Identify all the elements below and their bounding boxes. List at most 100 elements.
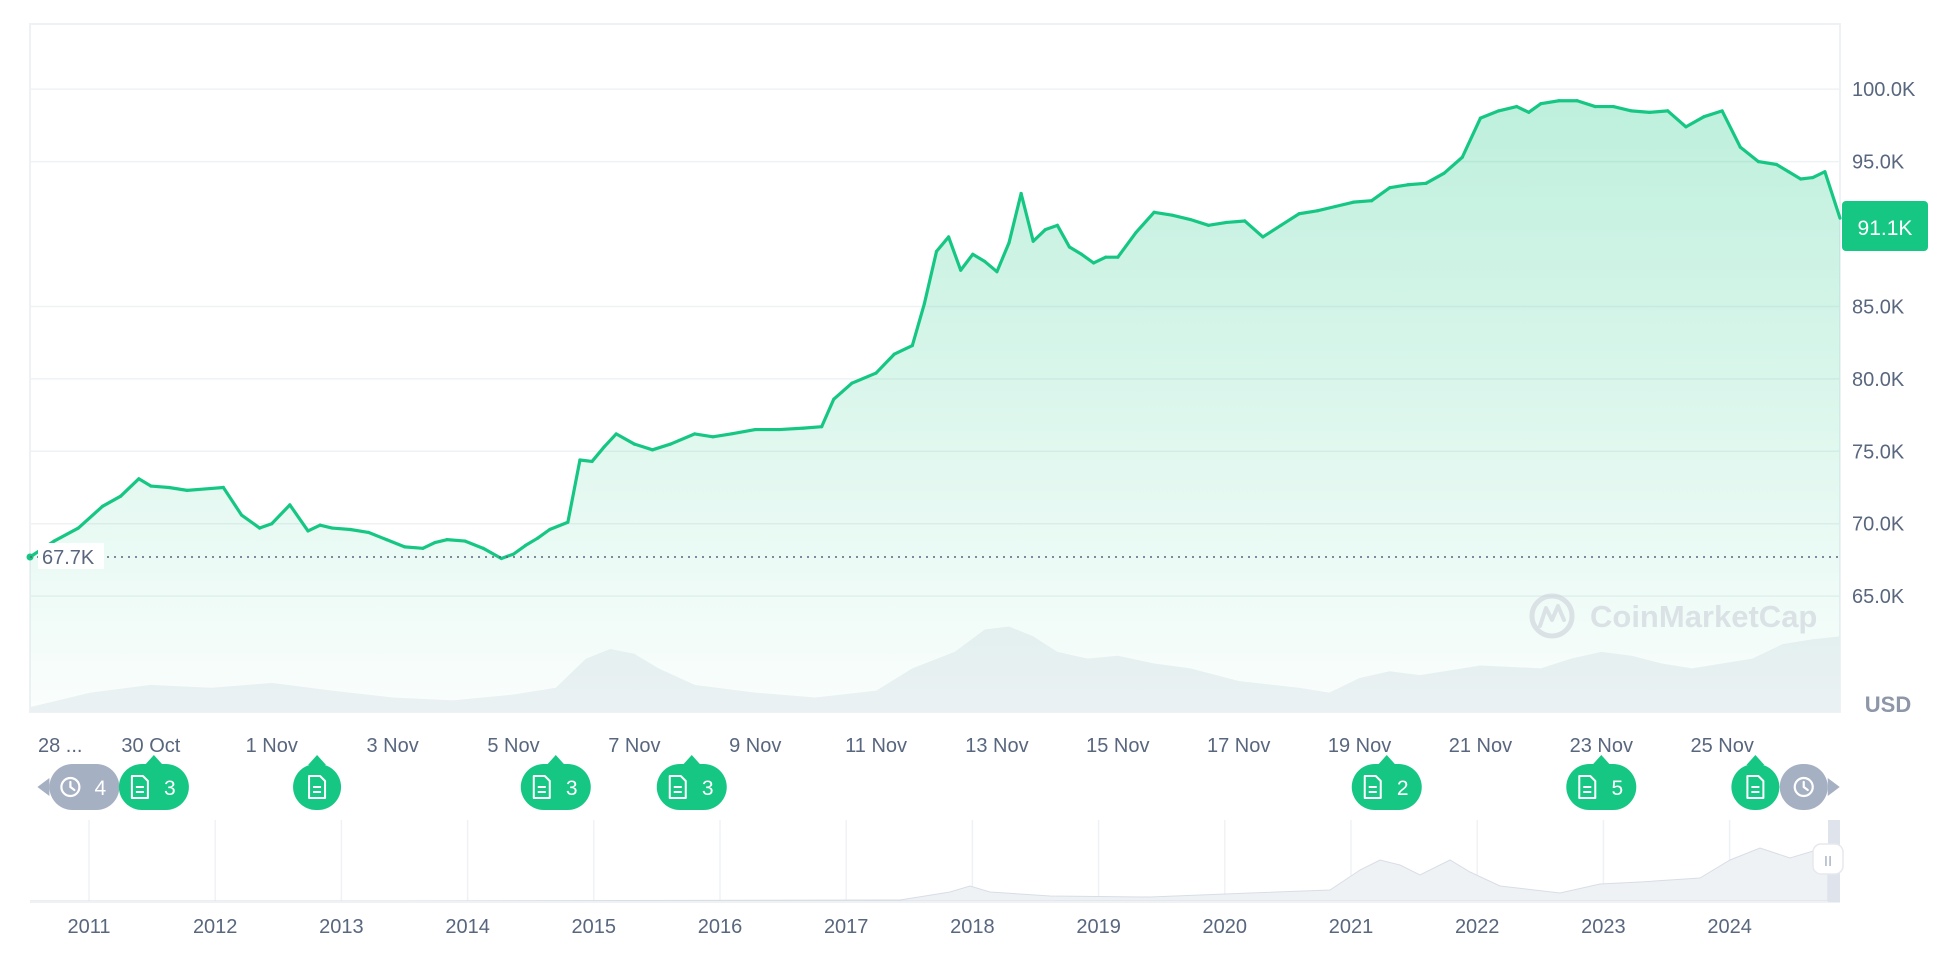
- event-marker-pointer: [1827, 778, 1840, 796]
- navigator-year-label: 2014: [445, 916, 490, 938]
- price-line-segment: [1774, 162, 1791, 174]
- x-tick-label: 9 Nov: [729, 735, 781, 757]
- price-line-segment: [650, 442, 673, 452]
- document-icon-outline: [308, 775, 327, 799]
- event-count-label: 3: [702, 777, 714, 800]
- price-line-segment: [1261, 223, 1283, 239]
- history-event-marker[interactable]: [1779, 764, 1840, 810]
- price-line-segment: [971, 252, 987, 264]
- price-line-segment: [1116, 230, 1138, 259]
- price-line-segment: [1478, 109, 1501, 120]
- price-line-segment: [777, 426, 806, 432]
- price-line-segment: [1370, 186, 1392, 203]
- navigator-handle[interactable]: II: [1812, 843, 1844, 875]
- watermark-text: CoinMarketCap: [1590, 599, 1817, 634]
- price-line-segment: [1442, 155, 1464, 175]
- price-line-segment: [100, 494, 123, 508]
- event-marker-pill: [118, 764, 189, 810]
- event-count-label: 4: [95, 777, 107, 800]
- navigator-year-label: 2022: [1455, 916, 1500, 938]
- price-line-segment: [1152, 210, 1174, 217]
- x-tick-label: 1 Nov: [246, 735, 298, 757]
- price-line-segment: [590, 445, 606, 464]
- price-line-segment: [1702, 109, 1724, 119]
- price-line-segment: [934, 235, 951, 254]
- price-line-segment: [1629, 109, 1652, 114]
- history-icon: [60, 776, 81, 798]
- event-marker-pill: [49, 764, 120, 810]
- price-line-segment: [1527, 102, 1543, 114]
- news-event-marker[interactable]: 5: [1566, 755, 1637, 810]
- price-line-segment: [850, 371, 878, 385]
- navigator-year-label: 2023: [1581, 916, 1626, 938]
- x-tick-label: 17 Nov: [1207, 735, 1270, 757]
- coinmarketcap-logo-icon: [1529, 593, 1575, 639]
- news-event-marker[interactable]: [1731, 755, 1780, 810]
- price-line-segment: [874, 352, 896, 375]
- price-line-segment: [384, 538, 407, 549]
- x-tick-label: 5 Nov: [487, 735, 539, 757]
- document-icon: [668, 775, 687, 799]
- x-tick-label: 3 Nov: [366, 735, 418, 757]
- price-line-segment: [1539, 99, 1561, 106]
- event-count-label: 3: [566, 777, 578, 800]
- news-event-marker[interactable]: 3: [520, 755, 591, 810]
- price-line-segment: [832, 381, 854, 401]
- x-tick-label: 19 Nov: [1328, 735, 1391, 757]
- price-line-segment: [693, 432, 715, 439]
- price-line-segment: [1811, 170, 1827, 180]
- document-icon: [1363, 775, 1382, 799]
- price-line-segment: [421, 540, 437, 550]
- price-line-segment: [52, 526, 80, 543]
- document-icon-outline: [130, 775, 149, 799]
- news-event-marker[interactable]: [293, 755, 342, 810]
- x-tick-label: 11 Nov: [845, 735, 907, 757]
- y-axis: 100.0K 95.0K 85.0K 80.0K 75.0K 70.0K 65.0K: [1852, 79, 1916, 608]
- price-line-segment: [1067, 245, 1084, 256]
- price-line-segment: [602, 432, 618, 449]
- document-icon: [532, 775, 551, 799]
- event-marker-pill: [656, 764, 727, 810]
- price-line-segment: [729, 427, 757, 436]
- y-tick-label: 75.0K: [1852, 441, 1905, 463]
- news-event-marker[interactable]: 3: [656, 755, 727, 810]
- price-line-segment: [669, 432, 697, 446]
- price-line-segment: [330, 526, 352, 532]
- navigator-year-label: 2011: [67, 916, 110, 938]
- navigator-year-label: 2018: [950, 916, 995, 938]
- price-line-segment: [1224, 219, 1247, 225]
- y-tick-label: 95.0K: [1852, 152, 1905, 174]
- price-line-segment: [1575, 99, 1597, 109]
- document-icon-outline: [1363, 775, 1382, 799]
- navigator-year-label: 2024: [1707, 916, 1752, 938]
- reference-label-bg: [38, 543, 104, 570]
- price-line-segment: [1243, 219, 1265, 239]
- price-line-segment: [820, 397, 836, 429]
- news-event-marker[interactable]: 2: [1351, 755, 1422, 810]
- navigator-year-label: 2016: [698, 916, 743, 938]
- price-line-segment: [403, 545, 425, 550]
- document-icon: [1746, 775, 1765, 799]
- navigator-year-labels: 2011 2012 2013 2014 2015 2016 2017 2018 2019 2020…: [67, 916, 1751, 938]
- price-line-segment: [366, 530, 389, 542]
- price-line-segment: [348, 527, 371, 534]
- price-line-segment: [511, 543, 528, 556]
- price-line-segment: [1406, 181, 1428, 187]
- y-tick-label: 65.0K: [1852, 586, 1905, 608]
- price-line-segment: [536, 527, 552, 540]
- current-price-label: 91.1K: [1858, 217, 1913, 240]
- price-line-segment: [1424, 171, 1446, 185]
- price-line-segment: [1043, 223, 1059, 232]
- price-line-segment: [922, 249, 939, 306]
- price-line-segment: [1031, 228, 1047, 243]
- price-line-segment: [1388, 183, 1410, 190]
- price-line-segment: [946, 235, 963, 272]
- price-line-segment: [523, 536, 540, 548]
- x-tick-label-first: 28 ...: [38, 735, 82, 757]
- price-line-segment: [258, 522, 274, 530]
- price-line-segment: [1666, 109, 1688, 129]
- range-navigator[interactable]: II 2011 2012 2013 2014 2015 2016 2017 2018 2019 2…: [30, 820, 1844, 938]
- news-event-marker[interactable]: 3: [118, 755, 189, 810]
- history-event-marker[interactable]: 4: [37, 764, 120, 810]
